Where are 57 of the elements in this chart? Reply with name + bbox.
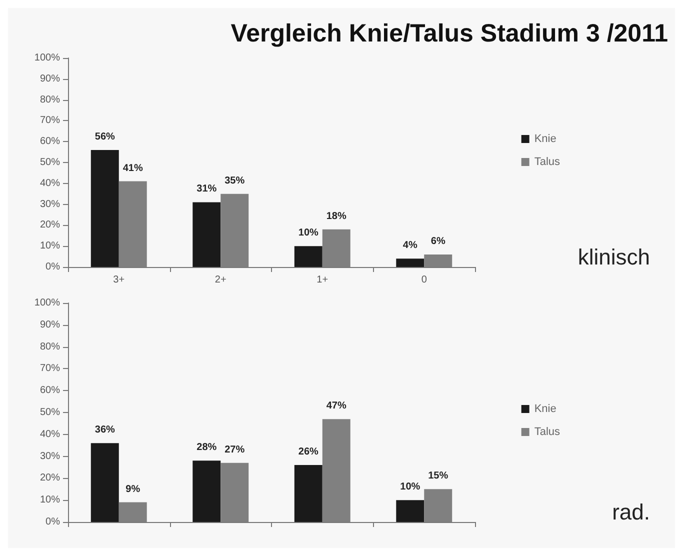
bar	[192, 460, 221, 522]
y-tick-label: 50%	[40, 157, 60, 168]
y-tick-label: 70%	[40, 115, 60, 126]
y-tick-label: 60%	[40, 136, 60, 148]
data-label: 15%	[428, 470, 448, 482]
data-label: 31%	[196, 184, 217, 195]
y-tick-label: 90%	[40, 319, 60, 330]
y-tick-label: 20%	[40, 220, 60, 231]
bar	[396, 500, 424, 522]
text: klinisch	[578, 244, 650, 270]
text: rad.	[612, 500, 650, 524]
x-tick-label: 2+	[214, 274, 226, 286]
x-tick-label: 1+	[316, 274, 328, 286]
legend-label: Talus	[534, 426, 560, 438]
bar	[90, 150, 119, 267]
y-tick-label: 0%	[46, 516, 60, 528]
legend-label: Knie	[534, 133, 556, 145]
y-tick-label: 90%	[40, 73, 60, 84]
y-tick-label: 40%	[40, 428, 60, 440]
y-tick-label: 10%	[40, 240, 60, 252]
legend-label: Knie	[534, 403, 556, 415]
data-label: 9%	[126, 484, 140, 495]
legend-label: Talus	[534, 156, 560, 168]
y-tick-label: 80%	[40, 341, 60, 352]
y-tick-label: 80%	[40, 94, 60, 106]
data-label: 36%	[94, 424, 115, 436]
y-tick-label: 0%	[46, 262, 60, 272]
data-label: 4%	[402, 240, 418, 252]
data-label: 26%	[298, 446, 318, 458]
data-label: 10%	[298, 228, 318, 239]
y-tick-label: 40%	[40, 178, 60, 189]
y-tick-label: 10%	[40, 494, 60, 506]
x-tick-label: 3+	[113, 274, 125, 286]
bar	[294, 246, 322, 267]
bar	[192, 202, 221, 267]
data-label: 56%	[94, 131, 115, 142]
chart-title: Vergleich Knie/Talus Stadium 3 /2011	[230, 20, 668, 48]
y-tick-label: 100%	[34, 298, 60, 308]
y-tick-label: 70%	[40, 363, 60, 374]
data-label: 10%	[400, 482, 420, 493]
data-label: 47%	[326, 400, 346, 412]
y-tick-label: 60%	[40, 385, 60, 396]
y-tick-label: 30%	[40, 198, 60, 210]
data-label: 41%	[122, 162, 143, 174]
y-tick-label: 20%	[40, 472, 60, 484]
data-label: 27%	[224, 444, 245, 456]
x-tick-label: 0	[421, 274, 428, 286]
y-tick-label: 100%	[34, 52, 60, 64]
bar	[396, 258, 424, 267]
y-tick-label: 50%	[40, 407, 60, 418]
data-label: 35%	[224, 175, 245, 186]
data-label: 18%	[326, 210, 346, 222]
bar	[90, 443, 119, 522]
y-tick-label: 30%	[40, 450, 60, 462]
bar	[294, 465, 322, 522]
data-label: 6%	[430, 236, 446, 247]
data-label: 28%	[196, 442, 217, 454]
